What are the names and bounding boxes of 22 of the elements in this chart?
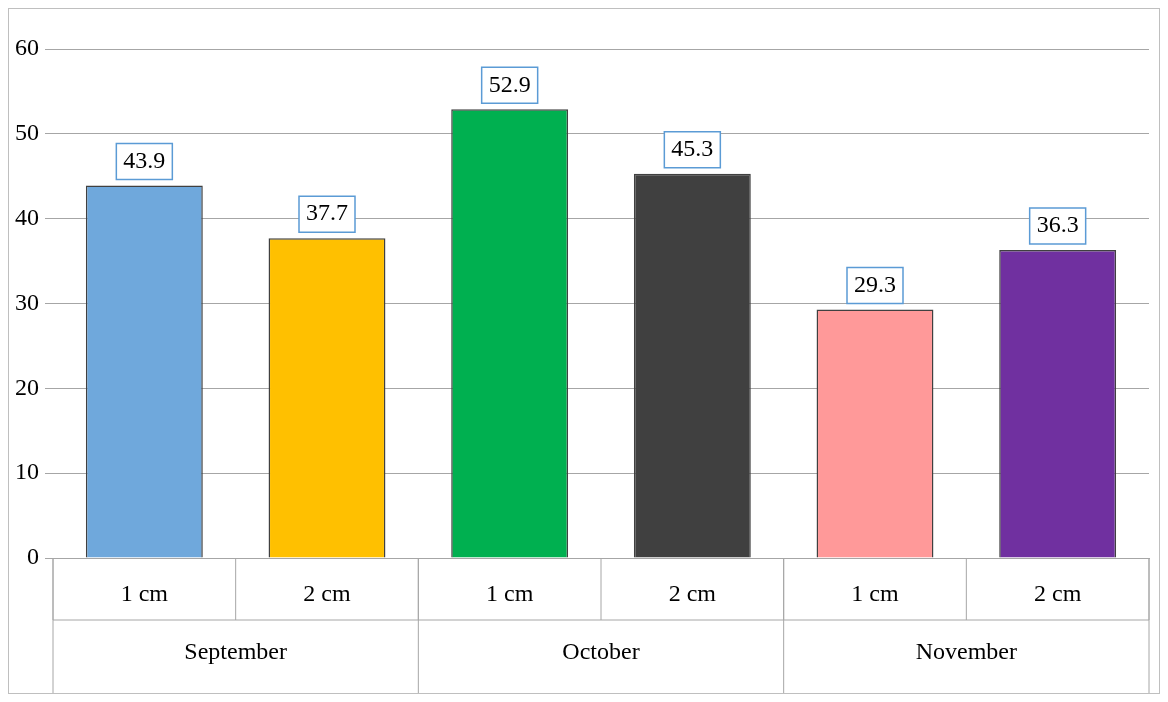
x-tick-label: 1 cm: [486, 579, 534, 606]
data-label: 37.7: [306, 199, 348, 226]
x-tick-label: 2 cm: [303, 579, 351, 606]
y-tick-label: 40: [15, 203, 39, 230]
x-tick-label: 1 cm: [120, 579, 169, 606]
data-label: 36.3: [1036, 211, 1079, 238]
text: September: [184, 638, 287, 665]
data-label: 52.9: [488, 70, 531, 97]
data-label: 45.3: [671, 135, 714, 161]
x-tick-label: 1 cm: [851, 579, 899, 606]
text: October: [562, 638, 640, 665]
text: November: [915, 638, 1017, 665]
y-tick-label: 30: [15, 288, 39, 315]
y-tick-label: 50: [15, 119, 39, 146]
y-tick-label: 10: [15, 458, 39, 485]
data-label: 29.3: [854, 270, 896, 297]
y-tick-label: 60: [15, 34, 39, 61]
data-label: 43.9: [123, 146, 166, 173]
x-tick-label: 2 cm: [668, 579, 717, 606]
y-tick-label: 0: [27, 543, 39, 570]
y-tick-label: 20: [15, 373, 39, 400]
x-tick-label: 2 cm: [1034, 579, 1082, 606]
